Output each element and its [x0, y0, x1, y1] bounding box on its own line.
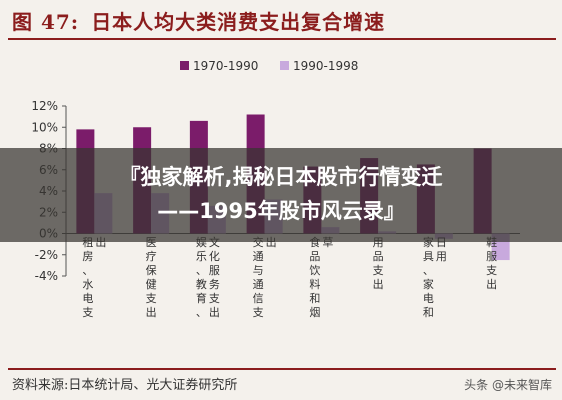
category-label: 租房、水电支出	[82, 235, 106, 319]
title-divider	[8, 38, 556, 40]
y-tick-label: 12%	[31, 99, 58, 113]
category-label: 用品支出	[373, 236, 384, 291]
legend-swatch	[180, 61, 189, 70]
y-tick-label: 10%	[31, 120, 58, 134]
figure-number: 图 47:	[12, 10, 80, 34]
source-divider	[8, 368, 556, 370]
category-label: 家具、家电和日用	[423, 235, 447, 319]
category-label: 鞋服支出	[486, 235, 497, 291]
headline-line-1: 『独家解析,揭秘日本股市行情变迁	[119, 165, 443, 189]
figure-title: 图 47: 日本人均大类消费支出复合增速	[12, 6, 385, 35]
watermark: 头条 @未来智库	[464, 378, 552, 392]
headline-banner: 『独家解析,揭秘日本股市行情变迁 ——1995年股市风云录』	[0, 148, 562, 242]
headline-line-2: ——1995年股市风云录』	[157, 199, 405, 223]
figure-title-text: 日本人均大类消费支出复合增速	[91, 10, 386, 34]
category-label: 医疗保健支出	[146, 236, 157, 319]
y-tick-label: -2%	[35, 248, 58, 262]
source-note: 资料来源:日本统计局、光大证券研究所	[12, 378, 238, 393]
y-tick-label: -4%	[35, 269, 58, 283]
category-label: 娱乐、教育、文化服务支出	[196, 235, 220, 319]
legend-label: 1990-1998	[293, 59, 358, 73]
category-label: 交通与通信支出	[253, 235, 277, 319]
category-label: 食品饮料和烟草	[309, 235, 333, 319]
legend-swatch	[280, 61, 289, 70]
legend-label: 1970-1990	[193, 59, 258, 73]
